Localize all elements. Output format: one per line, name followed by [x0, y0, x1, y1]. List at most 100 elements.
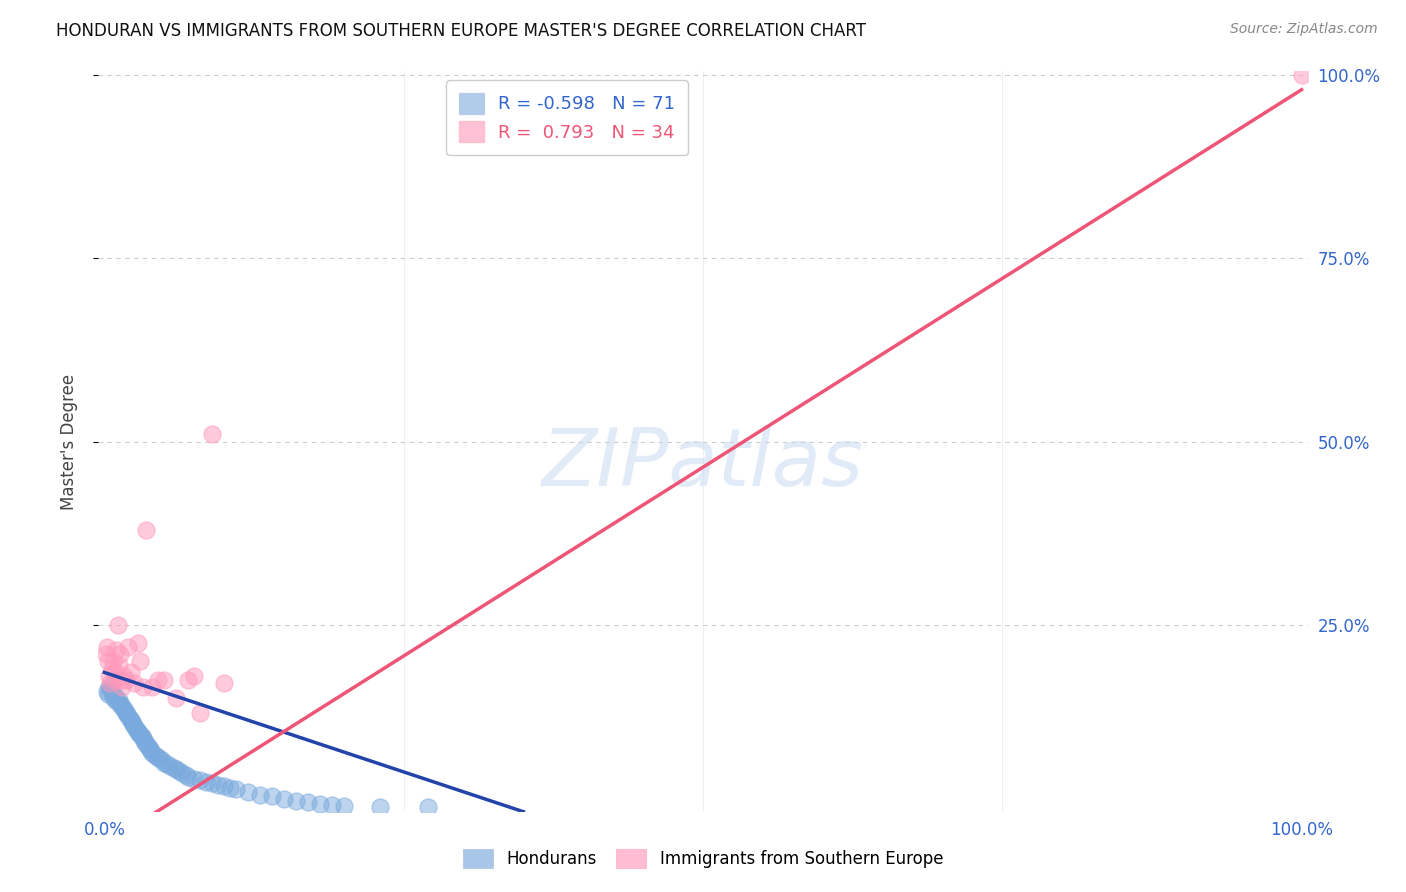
Point: [148, 751, 170, 765]
Point: [148, 673, 170, 687]
Text: Source: ZipAtlas.com: Source: ZipAtlas.com: [1230, 22, 1378, 37]
Point: [249, 788, 271, 802]
Point: [105, 691, 128, 706]
Point: [120, 665, 142, 680]
Point: [172, 765, 194, 780]
Point: [136, 739, 159, 753]
Legend: R = -0.598   N = 71, R =  0.793   N = 34: R = -0.598 N = 71, R = 0.793 N = 34: [446, 80, 688, 154]
Point: [115, 673, 138, 687]
Point: [333, 798, 356, 813]
Point: [127, 724, 149, 739]
Point: [103, 688, 125, 702]
Point: [114, 704, 136, 718]
Point: [110, 673, 132, 687]
Point: [115, 707, 138, 722]
Point: [97, 655, 120, 669]
Text: HONDURAN VS IMMIGRANTS FROM SOUTHERN EUROPE MASTER'S DEGREE CORRELATION CHART: HONDURAN VS IMMIGRANTS FROM SOUTHERN EUR…: [56, 22, 866, 40]
Point: [368, 799, 391, 814]
Point: [139, 742, 162, 756]
Point: [94, 647, 117, 661]
Point: [183, 772, 205, 786]
Point: [117, 640, 139, 654]
Point: [225, 782, 247, 797]
Point: [129, 655, 152, 669]
Point: [297, 795, 319, 809]
Point: [212, 676, 235, 690]
Point: [107, 692, 129, 706]
Point: [105, 643, 128, 657]
Point: [132, 680, 155, 694]
Point: [96, 683, 118, 698]
Point: [188, 706, 211, 720]
Point: [134, 735, 156, 749]
Point: [177, 673, 200, 687]
Point: [115, 706, 138, 720]
Point: [260, 789, 283, 804]
Point: [124, 722, 146, 736]
Point: [101, 690, 124, 704]
Point: [129, 728, 152, 742]
Point: [321, 798, 343, 813]
Point: [98, 680, 121, 694]
Point: [100, 662, 122, 676]
Point: [110, 698, 132, 713]
Point: [165, 691, 187, 706]
Point: [139, 744, 162, 758]
Point: [107, 617, 129, 632]
Point: [135, 737, 157, 751]
Point: [183, 669, 205, 683]
Point: [153, 673, 176, 687]
Point: [101, 655, 124, 669]
Point: [104, 665, 127, 680]
Point: [132, 731, 155, 746]
Point: [125, 723, 148, 738]
Point: [165, 762, 187, 776]
Point: [188, 773, 211, 788]
Point: [107, 695, 129, 709]
Point: [108, 647, 131, 661]
Point: [141, 746, 163, 760]
Point: [207, 778, 229, 792]
Point: [128, 726, 150, 740]
Point: [135, 523, 157, 537]
Point: [236, 785, 259, 799]
Point: [132, 733, 155, 747]
Point: [122, 716, 145, 731]
Point: [111, 680, 134, 694]
Point: [100, 676, 122, 690]
Point: [100, 682, 122, 697]
Point: [124, 719, 146, 733]
Point: [1291, 68, 1313, 82]
Point: [159, 758, 181, 772]
Point: [146, 749, 169, 764]
Point: [104, 692, 127, 706]
Point: [163, 761, 186, 775]
Point: [309, 797, 332, 811]
Point: [124, 676, 146, 690]
Point: [416, 800, 439, 814]
Point: [100, 685, 122, 699]
Legend: Hondurans, Immigrants from Southern Europe: Hondurans, Immigrants from Southern Euro…: [456, 842, 950, 875]
Point: [127, 636, 149, 650]
Point: [120, 713, 142, 727]
Point: [138, 741, 160, 756]
Point: [201, 776, 224, 790]
Point: [117, 709, 139, 723]
Point: [112, 669, 135, 683]
Point: [150, 753, 173, 767]
Y-axis label: Master's Degree: Master's Degree: [59, 374, 77, 509]
Point: [98, 669, 121, 683]
Text: ZIPatlas: ZIPatlas: [541, 425, 865, 503]
Point: [107, 658, 129, 673]
Point: [174, 768, 197, 782]
Point: [103, 673, 125, 687]
Point: [156, 757, 179, 772]
Point: [273, 791, 295, 805]
Point: [153, 756, 176, 770]
Point: [111, 699, 134, 714]
Point: [96, 640, 118, 654]
Point: [201, 427, 224, 442]
Point: [167, 764, 190, 779]
Point: [141, 680, 163, 694]
Point: [121, 714, 143, 729]
